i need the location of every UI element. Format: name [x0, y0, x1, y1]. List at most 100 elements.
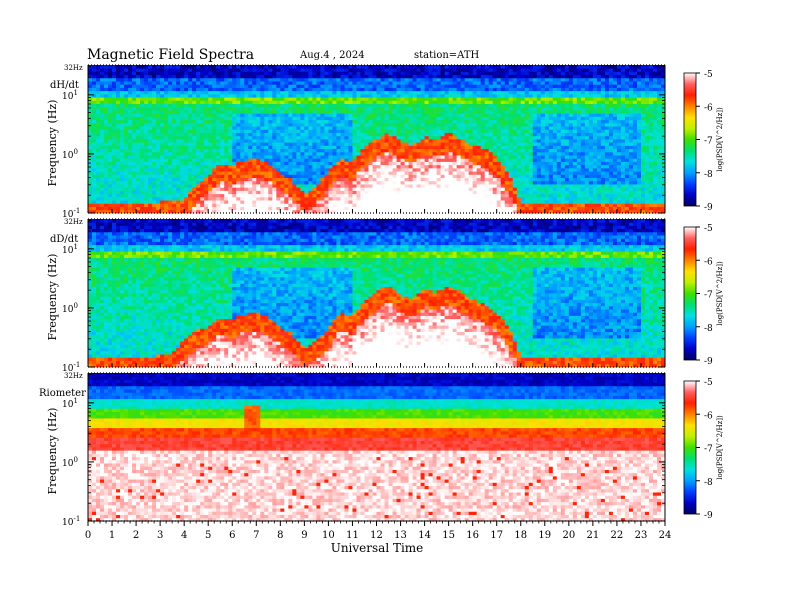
heatmap-cell — [144, 113, 149, 117]
heatmap-cell — [480, 203, 486, 207]
heatmap-cell — [492, 148, 498, 153]
heatmap-cell — [120, 119, 125, 124]
heatmap-cell — [512, 110, 518, 114]
heatmap-cell — [340, 187, 345, 191]
heatmap-cell — [356, 193, 361, 198]
heatmap-cell — [480, 184, 486, 188]
heatmap-cell — [492, 142, 498, 146]
heatmap-cell — [320, 97, 325, 101]
heatmap-cell — [288, 196, 293, 201]
heatmap-cell — [272, 174, 277, 179]
heatmap-cell — [280, 190, 285, 195]
heatmap-cell — [248, 171, 253, 175]
heatmap-cell — [224, 113, 229, 117]
heatmap-cell — [400, 87, 405, 92]
heatmap-cell — [160, 155, 165, 159]
heatmap-cell — [276, 90, 281, 95]
heatmap-cell — [424, 180, 429, 185]
heatmap-cell — [448, 158, 454, 162]
heatmap-cell — [456, 74, 462, 79]
heatmap-cell — [420, 100, 425, 105]
heatmap-cell — [148, 145, 153, 150]
heatmap-cell — [212, 196, 217, 201]
heatmap-cell — [128, 203, 133, 207]
heatmap-cell — [100, 155, 105, 159]
heatmap-cell — [228, 119, 233, 124]
heatmap-cell — [228, 177, 233, 182]
heatmap-cell — [428, 142, 433, 146]
heatmap-cell — [148, 84, 153, 88]
heatmap-cell — [496, 68, 502, 72]
heatmap-cell — [212, 174, 217, 179]
heatmap-cell — [104, 148, 109, 153]
heatmap-cell — [316, 187, 321, 191]
heatmap-cell — [220, 103, 225, 108]
heatmap-cell — [424, 164, 429, 169]
heatmap-cell — [316, 139, 321, 143]
heatmap-cell — [112, 93, 117, 98]
heatmap-cell — [420, 81, 425, 85]
heatmap-cell — [452, 110, 458, 114]
heatmap-cell — [352, 129, 357, 133]
heatmap-cell — [248, 100, 253, 105]
heatmap-cell — [116, 126, 121, 130]
heatmap-cell — [192, 97, 197, 101]
heatmap-cell — [240, 148, 245, 153]
heatmap-cell — [196, 87, 201, 92]
heatmap-cell — [408, 190, 413, 195]
heatmap-cell — [376, 190, 381, 195]
heatmap-cell — [212, 119, 217, 124]
heatmap-cell — [288, 113, 293, 117]
heatmap-cell — [272, 74, 277, 79]
heatmap-cell — [424, 103, 429, 108]
heatmap-cell — [484, 196, 490, 201]
heatmap-cell — [116, 155, 121, 159]
heatmap-cell — [268, 135, 273, 140]
heatmap-cell — [472, 203, 478, 207]
heatmap-cell — [408, 90, 413, 95]
heatmap-cell — [432, 135, 438, 140]
heatmap-cell — [472, 65, 478, 69]
heatmap-cell — [152, 93, 157, 98]
heatmap-cell — [220, 167, 225, 172]
heatmap-cell — [452, 167, 458, 172]
heatmap-cell — [116, 100, 121, 105]
heatmap-cell — [164, 184, 169, 188]
heatmap-cell — [180, 190, 185, 195]
heatmap-cell — [328, 161, 333, 166]
heatmap-cell — [344, 84, 349, 88]
heatmap-cell — [516, 161, 522, 166]
heatmap-cell — [480, 155, 486, 159]
heatmap-cell — [184, 206, 189, 211]
heatmap-cell — [348, 200, 353, 204]
heatmap-cell — [124, 126, 129, 130]
heatmap-cell — [292, 103, 297, 108]
heatmap-cell — [404, 193, 409, 198]
heatmap-cell — [212, 132, 217, 137]
heatmap-cell — [376, 167, 381, 172]
heatmap-cell — [416, 129, 421, 133]
heatmap-cell — [216, 174, 221, 179]
heatmap-cell — [516, 110, 522, 114]
heatmap-cell — [412, 187, 417, 191]
heatmap-cell — [420, 132, 425, 137]
heatmap-cell — [136, 119, 141, 124]
heatmap-cell — [188, 145, 193, 150]
heatmap-cell — [192, 142, 197, 146]
heatmap-cell — [216, 158, 221, 162]
heatmap-cell — [336, 74, 341, 79]
heatmap-cell — [420, 184, 425, 188]
heatmap-cell — [144, 126, 149, 130]
heatmap-cell — [220, 151, 225, 156]
heatmap-cell — [284, 193, 289, 198]
heatmap-cell — [228, 171, 233, 175]
heatmap-cell — [516, 116, 522, 121]
heatmap-cell — [464, 151, 470, 156]
heatmap-cell — [356, 209, 361, 214]
heatmap-cell — [444, 81, 450, 85]
heatmap-cell — [296, 103, 301, 108]
heatmap-cell — [404, 187, 409, 191]
heatmap-cell — [312, 119, 317, 124]
heatmap-cell — [312, 84, 317, 88]
heatmap-cell — [328, 68, 333, 72]
